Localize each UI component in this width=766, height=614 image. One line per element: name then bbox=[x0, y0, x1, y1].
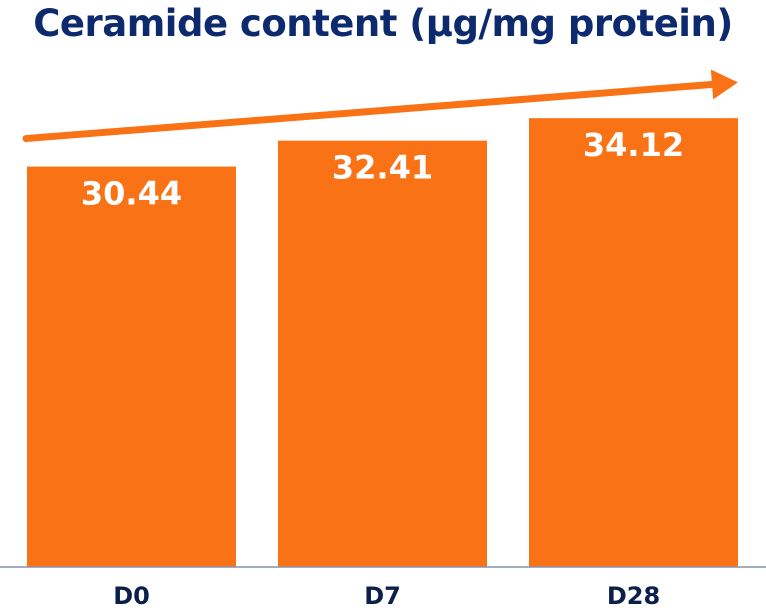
labels-group: 30.44 D0 32.41 D7 34.12 D28 bbox=[81, 126, 684, 610]
bars-group bbox=[27, 118, 738, 567]
bar-d0 bbox=[27, 166, 236, 567]
bar-d7 bbox=[278, 140, 487, 567]
trend-line bbox=[22, 80, 720, 143]
data-label-d28: 34.12 bbox=[583, 126, 684, 164]
data-label-d0: 30.44 bbox=[81, 175, 182, 213]
bar-d28 bbox=[529, 118, 738, 567]
data-label-d7: 32.41 bbox=[332, 149, 433, 187]
x-tick-label-d7: D7 bbox=[364, 582, 401, 610]
chart-title: Ceramide content (µg/mg protein) bbox=[33, 2, 733, 45]
trend-arrow bbox=[22, 69, 738, 143]
x-tick-label-d0: D0 bbox=[113, 582, 150, 610]
x-tick-label-d28: D28 bbox=[607, 582, 660, 610]
trend-arrowhead bbox=[710, 69, 738, 100]
